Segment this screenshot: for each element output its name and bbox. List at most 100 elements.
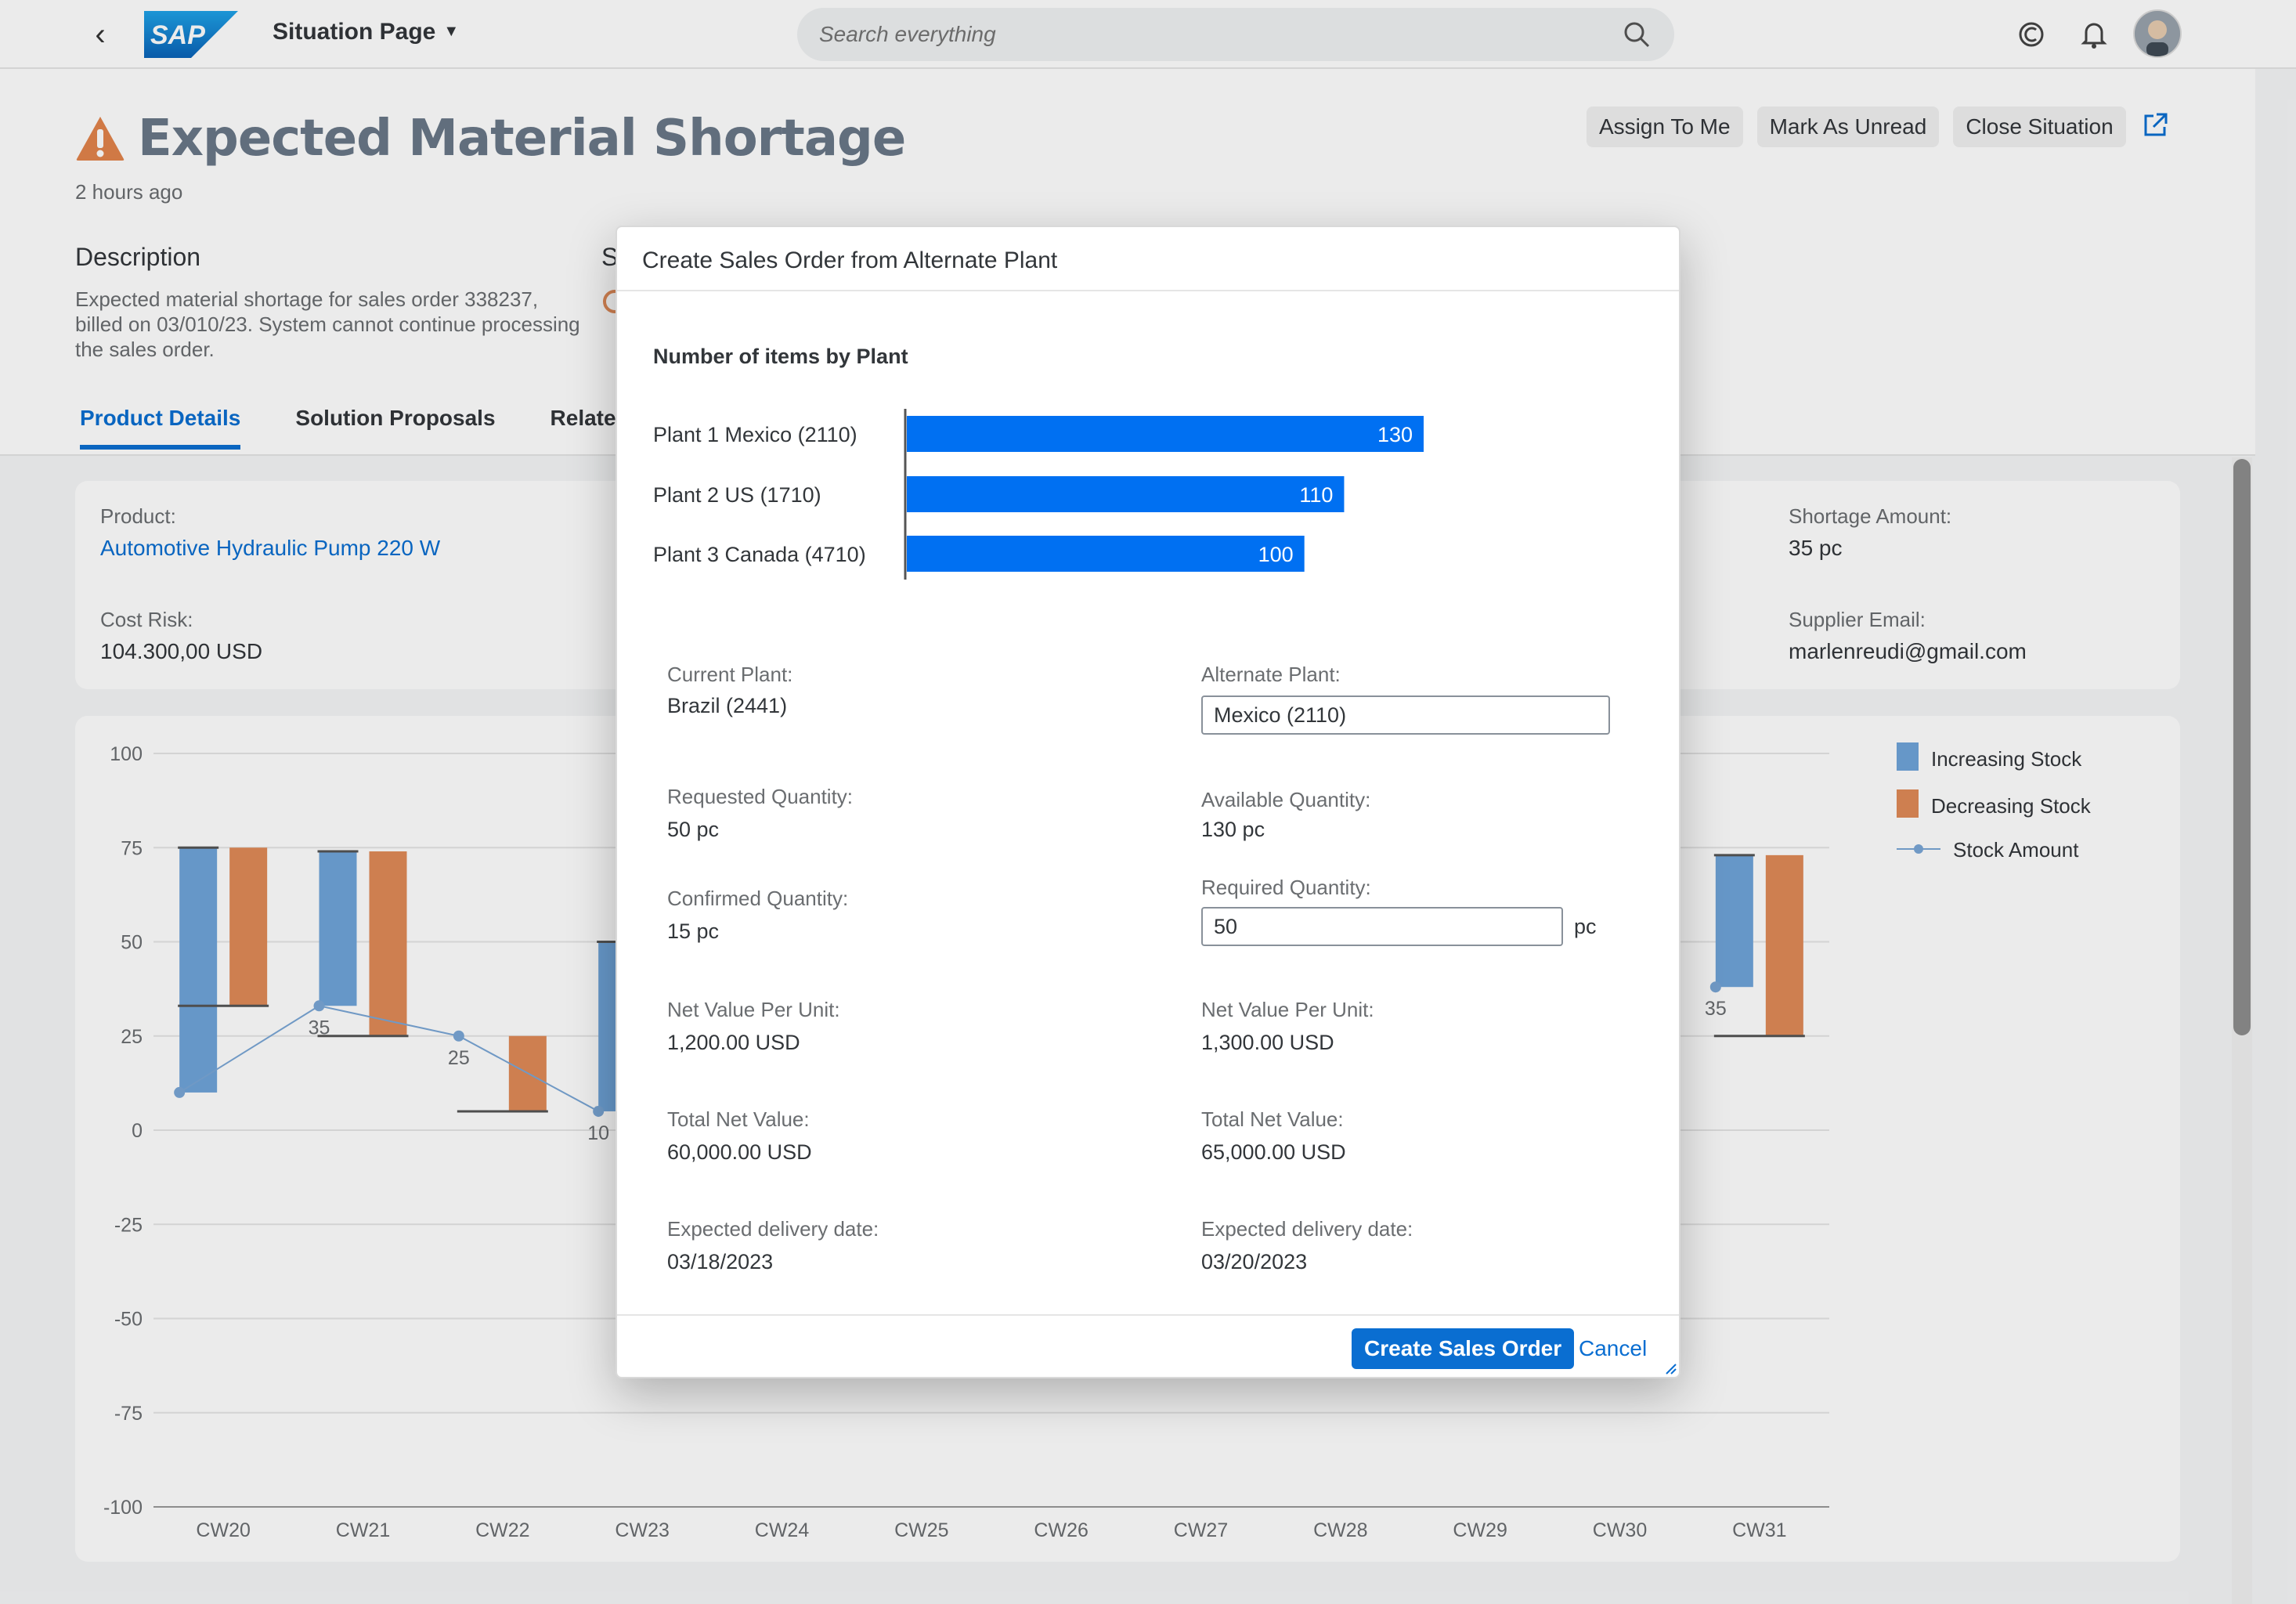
total-net-right-label: Total Net Value: xyxy=(1201,1107,1344,1131)
search-input[interactable] xyxy=(819,8,1602,61)
description-heading: Description xyxy=(75,243,201,271)
required-quantity-label: Required Quantity: xyxy=(1201,876,1371,899)
page-scrollbar[interactable] xyxy=(2232,457,2252,1604)
total-net-left: 60,000.00 USD xyxy=(667,1140,812,1164)
tab-bar: Product Details Solution Proposals Relat… xyxy=(80,406,616,450)
available-quantity-label: Available Quantity: xyxy=(1201,788,1371,811)
stock-amount-line xyxy=(458,1035,599,1112)
legend-label: Stock Amount xyxy=(1953,838,2079,862)
x-tick-label: CW24 xyxy=(755,1519,810,1541)
y-tick-label: 25 xyxy=(121,1026,143,1048)
resize-handle-icon[interactable] xyxy=(1663,1361,1677,1375)
search-icon[interactable] xyxy=(1623,20,1651,49)
x-tick-label: CW21 xyxy=(336,1519,390,1541)
copilot-icon[interactable] xyxy=(2014,17,2049,52)
page-subtitle: 2 hours ago xyxy=(75,180,183,204)
legend-line-marker xyxy=(1914,844,1923,854)
x-tick-label: CW26 xyxy=(1034,1519,1088,1541)
data-label: 35 xyxy=(1705,998,1727,1020)
decreasing-stock-bar xyxy=(229,847,268,1006)
alternate-plant-label: Alternate Plant: xyxy=(1201,663,1341,686)
avatar-icon xyxy=(2135,11,2180,56)
x-tick-label: CW23 xyxy=(615,1519,669,1541)
share-icon[interactable] xyxy=(2141,111,2169,139)
requested-quantity-label: Requested Quantity: xyxy=(667,785,854,808)
product-link[interactable]: Automotive Hydraulic Pump 220 W xyxy=(100,536,441,560)
warning-icon xyxy=(76,117,125,161)
plant-label: Plant 1 Mexico (2110) xyxy=(653,423,857,446)
legend-decreasing-swatch xyxy=(1897,789,1919,818)
tab-product-details[interactable]: Product Details xyxy=(80,406,241,450)
delivery-date-right-label: Expected delivery date: xyxy=(1201,1217,1413,1241)
tab-related[interactable]: Relate xyxy=(550,406,616,430)
close-situation-button[interactable]: Close Situation xyxy=(1953,107,2126,147)
back-icon[interactable]: ‹ xyxy=(95,17,106,52)
decreasing-stock-bar xyxy=(369,851,407,1036)
create-sales-order-button[interactable]: Create Sales Order xyxy=(1352,1328,1575,1369)
supplier-email-label: Supplier Email: xyxy=(1789,608,1926,631)
plant-label: Plant 2 US (1710) xyxy=(653,483,821,507)
dialog-header: Create Sales Order from Alternate Plant xyxy=(617,227,1679,291)
increasing-stock-bar xyxy=(1715,854,1753,988)
data-label: 25 xyxy=(448,1047,470,1069)
sap-logo: SAP xyxy=(144,11,238,58)
mark-as-unread-button[interactable]: Mark As Unread xyxy=(1756,107,1940,147)
search-bar xyxy=(797,8,1674,61)
caret-down-icon: ▼ xyxy=(443,23,460,40)
plant-bar xyxy=(907,536,1305,572)
app-title-menu[interactable]: Situation Page ▼ xyxy=(273,19,459,45)
stock-amount-point xyxy=(593,1105,605,1117)
x-tick-label: CW30 xyxy=(1593,1519,1647,1541)
supplier-email-value: marlenreudi@gmail.com xyxy=(1789,639,2027,663)
plant-bar-value: 110 xyxy=(1299,483,1333,507)
net-value-right: 1,300.00 USD xyxy=(1201,1031,1334,1054)
plant-label: Plant 3 Canada (4710) xyxy=(653,543,866,566)
increasing-stock-bar xyxy=(179,847,218,1093)
assign-to-me-button[interactable]: Assign To Me xyxy=(1587,107,1743,147)
second-section-heading: S xyxy=(601,243,619,271)
confirmed-quantity-label: Confirmed Quantity: xyxy=(667,887,849,910)
y-tick-label: -100 xyxy=(103,1497,143,1519)
y-tick-label: -50 xyxy=(114,1309,143,1331)
stock-amount-point xyxy=(1709,981,1721,993)
delivery-date-left-label: Expected delivery date: xyxy=(667,1217,879,1241)
cancel-button[interactable]: Cancel xyxy=(1572,1328,1653,1369)
create-sales-order-dialog: Create Sales Order from Alternate Plant … xyxy=(616,226,1680,1378)
available-quantity-value: 130 pc xyxy=(1201,818,1265,841)
dialog-title: Create Sales Order from Alternate Plant xyxy=(642,247,1058,273)
app-title: Situation Page xyxy=(273,19,436,45)
delivery-date-right: 03/20/2023 xyxy=(1201,1250,1308,1273)
user-avatar[interactable] xyxy=(2133,9,2182,58)
x-tick-label: CW22 xyxy=(475,1519,529,1541)
cost-risk-label: Cost Risk: xyxy=(100,608,193,631)
stock-amount-line xyxy=(319,1005,460,1037)
bell-icon[interactable] xyxy=(2077,17,2111,52)
alternate-plant-input[interactable] xyxy=(1201,695,1610,735)
x-tick-label: CW20 xyxy=(196,1519,250,1541)
shell-bar: ‹ SAP Situation Page ▼ xyxy=(0,0,2296,69)
cost-risk-value: 104.300,00 USD xyxy=(100,639,263,663)
description-text: Expected material shortage for sales ord… xyxy=(75,287,580,361)
page-title: Expected Material Shortage xyxy=(138,110,906,168)
scrollbar-thumb[interactable] xyxy=(2233,459,2251,1035)
required-quantity-input[interactable] xyxy=(1201,907,1563,946)
required-quantity-unit: pc xyxy=(1574,915,1597,938)
plant-bar xyxy=(907,416,1424,452)
data-label: 35 xyxy=(309,1017,330,1039)
current-plant-value: Brazil (2441) xyxy=(667,694,788,717)
tab-solution-proposals[interactable]: Solution Proposals xyxy=(295,406,496,430)
y-tick-label: 100 xyxy=(110,743,143,765)
net-value-right-label: Net Value Per Unit: xyxy=(1201,998,1374,1021)
legend-label: Decreasing Stock xyxy=(1931,794,2092,818)
stock-amount-point xyxy=(453,1030,464,1042)
total-net-right: 65,000.00 USD xyxy=(1201,1140,1346,1164)
plant-items-chart: Plant 1 Mexico (2110) 130 Plant 2 US (1710… xyxy=(653,409,1424,580)
y-tick-label: -25 xyxy=(114,1214,143,1236)
plant-bar-value: 100 xyxy=(1258,543,1294,566)
confirmed-quantity-value: 15 pc xyxy=(667,919,720,943)
data-label: 10 xyxy=(587,1122,609,1144)
legend-increasing-swatch xyxy=(1897,742,1919,771)
y-tick-label: 50 xyxy=(121,932,143,954)
y-tick-label: 0 xyxy=(132,1120,143,1142)
x-tick-label: CW31 xyxy=(1732,1519,1786,1541)
